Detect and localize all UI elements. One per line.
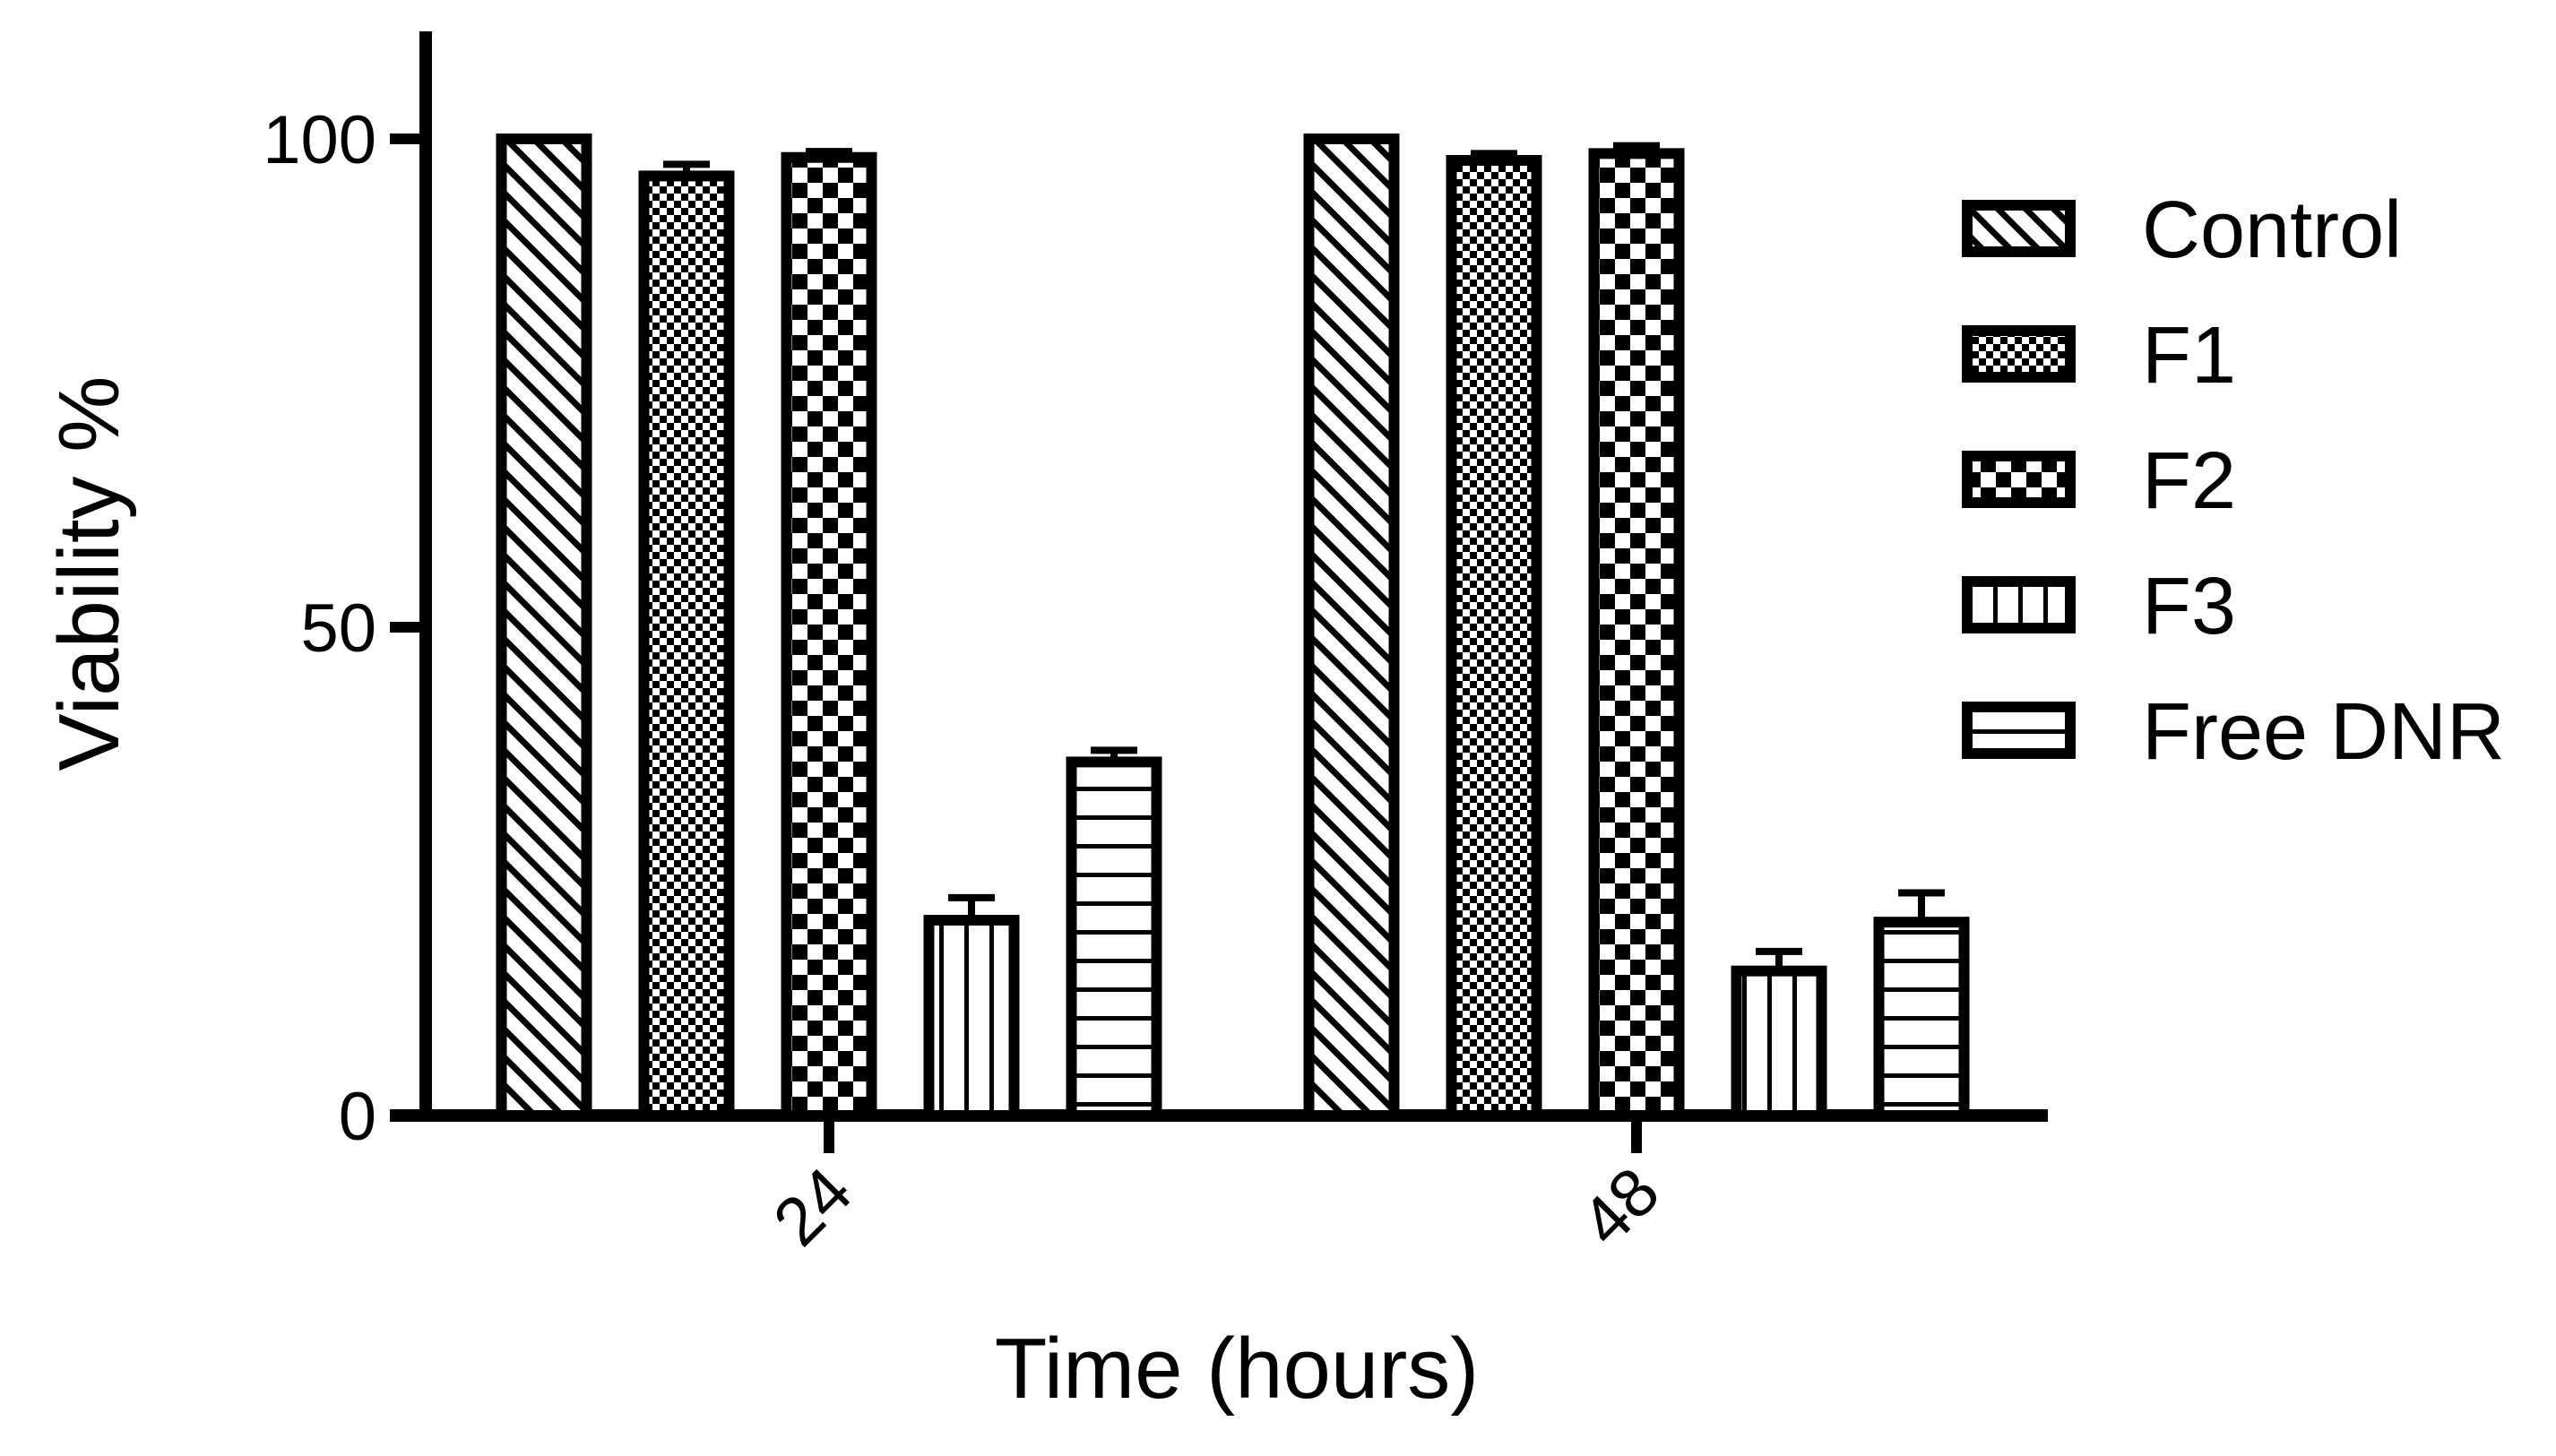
y-tick-label: 100 — [263, 102, 376, 178]
legend-label: F1 — [2142, 311, 2236, 401]
bar-f2-24 — [781, 151, 877, 1122]
legend-label: F3 — [2142, 562, 2236, 651]
bar-free-dnr-48 — [1873, 917, 1970, 1122]
bars — [496, 134, 1970, 1122]
axis-labels: Viability % Time (hours) — [41, 375, 1479, 1417]
bar-f3-48 — [1731, 965, 1827, 1122]
legend-swatch — [1962, 451, 2076, 508]
legend-swatch — [1962, 702, 2076, 759]
y-tick-label: 50 — [300, 590, 376, 667]
legend-label: F2 — [2142, 436, 2236, 526]
legend-swatch — [1962, 325, 2076, 383]
bar-f1-48 — [1446, 154, 1542, 1122]
legend-label: Control — [2142, 185, 2402, 275]
x-axis-title: Time (hours) — [995, 1321, 1480, 1417]
legend: Control F1 F2 F3 Free DNR — [1962, 185, 2505, 777]
x-tick-label: 24 — [759, 1153, 867, 1261]
legend-swatch — [1962, 576, 2076, 633]
bar-f3-24 — [923, 915, 1020, 1121]
bar-f2-48 — [1588, 148, 1685, 1122]
bar-control-48 — [1303, 134, 1400, 1121]
y-axis-title: Viability % — [41, 375, 137, 771]
legend-swatch — [1962, 200, 2076, 257]
bar-f1-24 — [638, 170, 735, 1121]
legend-label: Free DNR — [2142, 687, 2505, 777]
bar-free-dnr-24 — [1066, 756, 1162, 1121]
y-tick-label: 0 — [339, 1079, 376, 1155]
bar-control-24 — [496, 134, 592, 1121]
x-tick-label: 48 — [1567, 1153, 1674, 1261]
